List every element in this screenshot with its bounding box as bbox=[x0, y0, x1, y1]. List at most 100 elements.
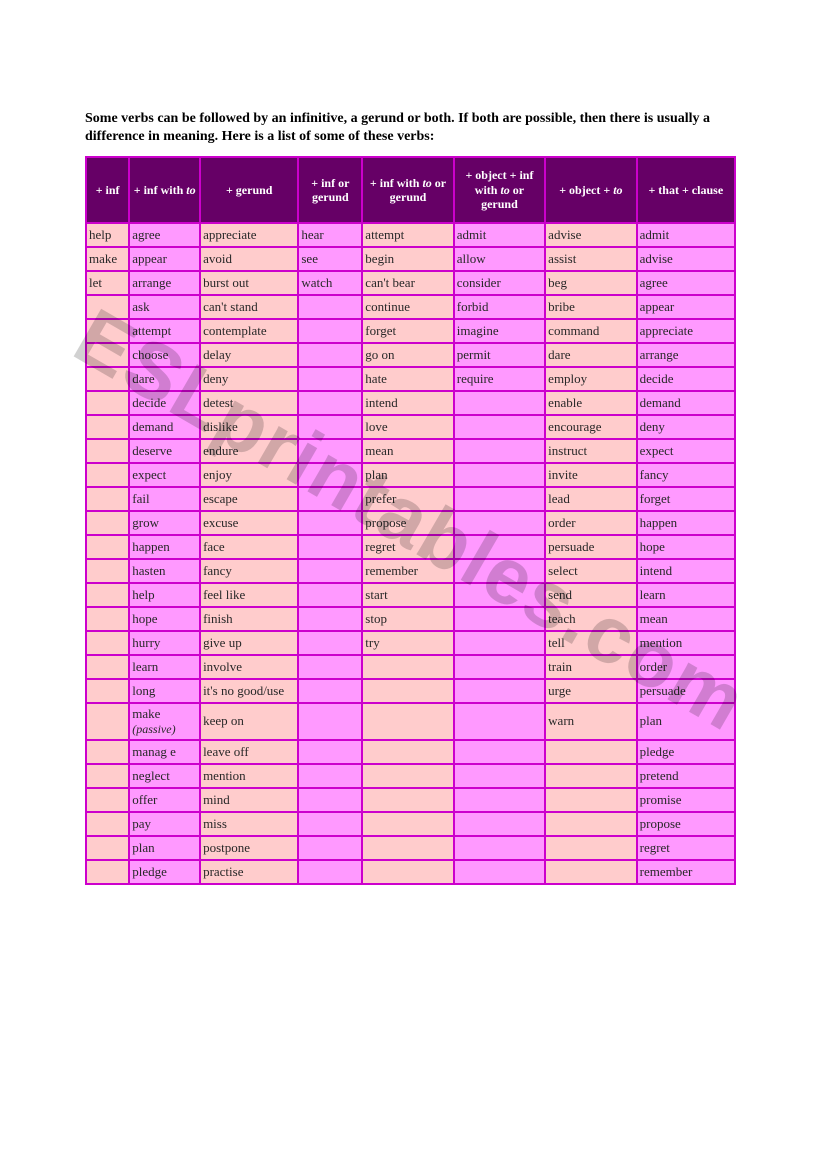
table-cell: involve bbox=[201, 656, 297, 678]
table-cell bbox=[87, 368, 128, 390]
table-cell: beg bbox=[546, 272, 635, 294]
table-cell: offer bbox=[130, 789, 199, 811]
table-cell bbox=[299, 704, 361, 739]
table-cell: dislike bbox=[201, 416, 297, 438]
table-cell: instruct bbox=[546, 440, 635, 462]
table-cell bbox=[455, 584, 544, 606]
table-cell bbox=[299, 765, 361, 787]
table-cell bbox=[87, 789, 128, 811]
table-cell bbox=[363, 813, 452, 835]
table-cell: forget bbox=[363, 320, 452, 342]
table-cell: send bbox=[546, 584, 635, 606]
table-cell bbox=[455, 741, 544, 763]
table-row: planpostponeregret bbox=[87, 837, 734, 859]
table-cell bbox=[87, 344, 128, 366]
table-cell bbox=[299, 296, 361, 318]
table-cell bbox=[455, 656, 544, 678]
table-cell: love bbox=[363, 416, 452, 438]
table-cell: fancy bbox=[201, 560, 297, 582]
table-cell: advise bbox=[546, 224, 635, 246]
table-cell bbox=[299, 861, 361, 883]
table-cell bbox=[87, 536, 128, 558]
table-cell: regret bbox=[363, 536, 452, 558]
table-cell: hurry bbox=[130, 632, 199, 654]
table-cell bbox=[546, 789, 635, 811]
table-header-cell: + inf with to or gerund bbox=[363, 158, 452, 221]
table-row: happenfaceregretpersuadehope bbox=[87, 536, 734, 558]
table-cell: continue bbox=[363, 296, 452, 318]
table-cell: hate bbox=[363, 368, 452, 390]
table-cell: remember bbox=[638, 861, 734, 883]
table-row: failescapepreferleadforget bbox=[87, 488, 734, 510]
table-cell: feel like bbox=[201, 584, 297, 606]
table-cell: encourage bbox=[546, 416, 635, 438]
table-cell: it's no good/use bbox=[201, 680, 297, 702]
table-cell: can't stand bbox=[201, 296, 297, 318]
table-cell bbox=[87, 296, 128, 318]
table-cell bbox=[455, 440, 544, 462]
table-cell: appear bbox=[638, 296, 734, 318]
table-cell bbox=[455, 861, 544, 883]
table-cell: intend bbox=[638, 560, 734, 582]
table-cell: enjoy bbox=[201, 464, 297, 486]
table-cell: learn bbox=[638, 584, 734, 606]
table-cell: see bbox=[299, 248, 361, 270]
table-cell: miss bbox=[201, 813, 297, 835]
table-cell bbox=[87, 656, 128, 678]
table-cell bbox=[299, 488, 361, 510]
table-cell bbox=[455, 464, 544, 486]
table-cell: avoid bbox=[201, 248, 297, 270]
table-cell bbox=[87, 584, 128, 606]
table-cell bbox=[363, 741, 452, 763]
table-row: hurrygive uptrytellmention bbox=[87, 632, 734, 654]
table-cell: let bbox=[87, 272, 128, 294]
table-cell: allow bbox=[455, 248, 544, 270]
table-header-cell: + inf or gerund bbox=[299, 158, 361, 221]
table-cell: face bbox=[201, 536, 297, 558]
table-cell bbox=[363, 704, 452, 739]
table-cell: persuade bbox=[638, 680, 734, 702]
table-cell bbox=[455, 765, 544, 787]
table-cell bbox=[546, 861, 635, 883]
table-row: helpagreeappreciatehearattemptadmitadvis… bbox=[87, 224, 734, 246]
table-cell bbox=[455, 789, 544, 811]
table-cell: pledge bbox=[638, 741, 734, 763]
table-cell bbox=[87, 440, 128, 462]
table-row: attemptcontemplateforgetimaginecommandap… bbox=[87, 320, 734, 342]
table-cell: command bbox=[546, 320, 635, 342]
table-cell bbox=[299, 680, 361, 702]
table-cell: help bbox=[130, 584, 199, 606]
table-cell bbox=[299, 368, 361, 390]
table-cell: propose bbox=[638, 813, 734, 835]
table-cell bbox=[299, 656, 361, 678]
table-cell: appreciate bbox=[638, 320, 734, 342]
table-cell bbox=[299, 789, 361, 811]
table-row: pledgepractiseremember bbox=[87, 861, 734, 883]
table-cell: endure bbox=[201, 440, 297, 462]
table-cell: forbid bbox=[455, 296, 544, 318]
table-row: daredenyhaterequireemploydecide bbox=[87, 368, 734, 390]
table-cell: propose bbox=[363, 512, 452, 534]
table-cell bbox=[455, 536, 544, 558]
table-row: decidedetestintendenabledemand bbox=[87, 392, 734, 414]
table-cell bbox=[546, 813, 635, 835]
table-cell bbox=[546, 741, 635, 763]
table-cell bbox=[87, 488, 128, 510]
table-cell: make (passive) bbox=[130, 704, 199, 739]
table-row: askcan't standcontinueforbidbribeappear bbox=[87, 296, 734, 318]
table-header-cell: + that + clause bbox=[638, 158, 734, 221]
table-cell bbox=[363, 765, 452, 787]
table-cell: hope bbox=[638, 536, 734, 558]
table-cell bbox=[299, 440, 361, 462]
table-cell: hear bbox=[299, 224, 361, 246]
table-cell bbox=[455, 632, 544, 654]
table-cell: finish bbox=[201, 608, 297, 630]
table-cell: train bbox=[546, 656, 635, 678]
table-cell: admit bbox=[638, 224, 734, 246]
table-cell: remember bbox=[363, 560, 452, 582]
table-cell: assist bbox=[546, 248, 635, 270]
table-cell: go on bbox=[363, 344, 452, 366]
table-cell: urge bbox=[546, 680, 635, 702]
table-cell bbox=[87, 416, 128, 438]
table-row: offermindpromise bbox=[87, 789, 734, 811]
